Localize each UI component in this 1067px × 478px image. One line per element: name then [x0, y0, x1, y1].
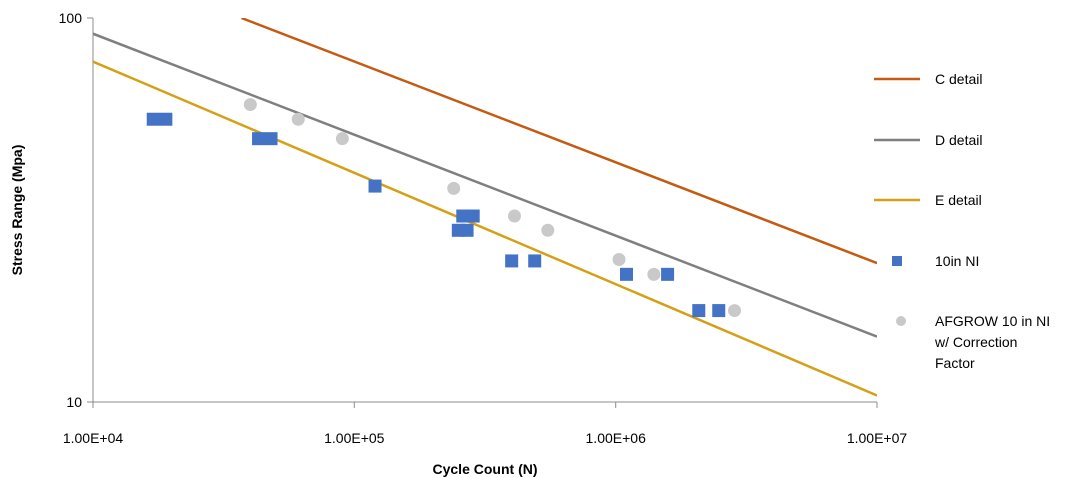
x-tick-label-1e7: 1.00E+07: [847, 430, 908, 446]
e-detail-line: [93, 60, 877, 397]
10in-ni-point-12: [661, 267, 675, 281]
afgrow-10-in-ni-w-correction-factor-point-5: [541, 223, 555, 237]
legend-swatch-afgrow-10-in-ni-w-correction-factor: [896, 316, 906, 326]
afgrow-10-in-ni-w-correction-factor-point-4: [507, 209, 521, 223]
10in-ni-point-4: [368, 179, 382, 193]
10in-ni-point-11: [619, 267, 633, 281]
legend-label-afgrow-10-in-ni-w-correction-factor-line-2: Factor: [935, 355, 975, 371]
10in-ni-point-8: [466, 209, 480, 223]
afgrow-10-in-ni-w-correction-factor-point-7: [647, 267, 661, 281]
c-detail-line: [241, 18, 877, 265]
10in-ni-point-6: [460, 223, 474, 237]
y-tick-label-100: 100: [59, 10, 83, 26]
10in-ni-point-7: [456, 209, 470, 223]
10in-ni-point-14: [712, 304, 726, 318]
afgrow-10-in-ni-w-correction-factor-point-8: [728, 304, 742, 318]
plot-area: [93, 18, 877, 397]
legend-swatch-10in-ni: [892, 256, 902, 266]
10in-ni-point-0: [146, 112, 160, 126]
afgrow-10-in-ni-w-correction-factor-point-1: [291, 112, 305, 126]
legend-label-d-detail: D detail: [935, 132, 982, 148]
10in-ni-point-1: [159, 112, 173, 126]
y-axis-title: Stress Range (Mpa): [9, 145, 25, 276]
y-tick-label-10: 10: [66, 394, 82, 410]
legend-label-afgrow-10-in-ni-w-correction-factor-line-0: AFGROW 10 in NI: [935, 313, 1050, 329]
legend-label-c-detail: C detail: [935, 71, 982, 87]
legend-label-10in-ni: 10in NI: [935, 253, 979, 269]
10in-ni-point-9: [505, 254, 519, 268]
legend-label-e-detail: E detail: [935, 192, 982, 208]
afgrow-10-in-ni-w-correction-factor-point-0: [243, 98, 257, 112]
afgrow-10-in-ni-w-correction-factor-point-6: [612, 253, 626, 267]
10in-ni-point-2: [252, 132, 266, 146]
10in-ni-point-3: [264, 132, 278, 146]
x-axis-title: Cycle Count (N): [433, 461, 538, 477]
x-tick-label-1e6: 1.00E+06: [586, 430, 647, 446]
legend-label-afgrow-10-in-ni-w-correction-factor-line-1: w/ Correction: [934, 334, 1017, 350]
d-detail-line: [93, 32, 877, 338]
10in-ni-point-10: [528, 254, 542, 268]
x-tick-label-1e4: 1.00E+04: [63, 430, 124, 446]
x-tick-label-1e5: 1.00E+05: [324, 430, 385, 446]
afgrow-10-in-ni-w-correction-factor-point-2: [335, 132, 349, 146]
legend: C detail D detail E detail 10in NI AFGROW 10…: [874, 71, 1050, 371]
10in-ni-point-13: [692, 304, 706, 318]
afgrow-10-in-ni-w-correction-factor-point-3: [447, 181, 461, 195]
